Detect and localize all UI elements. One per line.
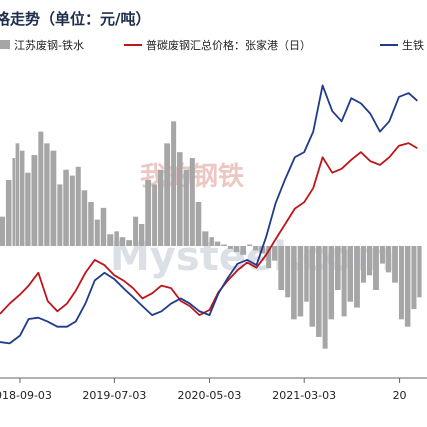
bar-36 — [221, 244, 227, 246]
bar-20 — [119, 237, 126, 246]
bar-series — [0, 121, 422, 349]
bar-27 — [164, 143, 171, 246]
bar-8 — [44, 143, 50, 246]
x-axis-ticks: 2018-09-03 2019-07-03 2020-05-03 2021-03-03… — [0, 378, 407, 402]
bar-60 — [373, 246, 379, 290]
bar-39 — [240, 246, 247, 255]
bar-63 — [392, 246, 398, 283]
bar-18 — [107, 234, 114, 246]
bar-44 — [272, 246, 278, 261]
series-line-red — [0, 142, 418, 317]
bar-58 — [360, 246, 366, 283]
bar-16 — [94, 219, 100, 246]
bar-33 — [202, 231, 209, 246]
bar-29 — [177, 152, 183, 246]
x-tick-label-0: 2018-09-03 — [0, 389, 52, 402]
bar-64 — [398, 246, 404, 320]
chart-title: 格走势（单位：元/吨） — [0, 10, 150, 28]
bar-48 — [297, 246, 304, 317]
bar-2 — [12, 158, 16, 246]
bar-4 — [19, 150, 25, 246]
bar-57 — [354, 246, 360, 308]
bar-53 — [328, 246, 335, 320]
bar-15 — [88, 202, 94, 246]
bar-25 — [152, 184, 158, 246]
bar-49 — [304, 246, 309, 302]
bar-12 — [69, 175, 75, 246]
bar-24 — [145, 180, 152, 246]
x-tick-label-1: 2019-07-03 — [82, 389, 146, 402]
legend-label-bar: 江苏废钢-铁水 — [14, 38, 84, 52]
bar-37 — [227, 246, 233, 249]
bar-28 — [171, 121, 177, 246]
bar-52 — [322, 246, 328, 349]
bar-7 — [38, 131, 44, 246]
watermark: 我的钢铁 Mysteel.com — [110, 161, 395, 280]
bar-6 — [31, 155, 38, 246]
watermark-en: Mysteel.com — [110, 234, 395, 280]
bar-23 — [139, 224, 145, 246]
bar-21 — [126, 240, 133, 246]
bar-19 — [114, 231, 119, 246]
bar-43 — [266, 246, 272, 268]
bar-67 — [417, 246, 422, 298]
bar-50 — [309, 246, 316, 327]
bar-14 — [81, 190, 88, 246]
bar-46 — [285, 246, 291, 298]
legend: 江苏废钢-铁水 普碳废钢汇总价格：张家港（日） 生铁 — [0, 38, 424, 52]
bar-22 — [133, 216, 139, 246]
bar-40 — [247, 244, 253, 246]
bar-17 — [100, 207, 107, 246]
bar-47 — [291, 246, 297, 320]
bar-56 — [347, 246, 354, 302]
bar-1 — [5, 180, 12, 246]
bar-9 — [50, 150, 57, 246]
bar-38 — [233, 246, 240, 252]
bar-26 — [158, 169, 164, 246]
x-tick-label-4: 20 — [393, 389, 407, 402]
bar-0 — [0, 216, 6, 246]
bar-41 — [253, 246, 259, 251]
bar-65 — [404, 246, 411, 327]
bar-32 — [195, 202, 202, 246]
bar-10 — [57, 184, 63, 246]
bar-11 — [63, 169, 69, 246]
bar-59 — [366, 246, 373, 276]
line-series — [0, 84, 418, 345]
bar-66 — [411, 246, 417, 310]
bar-51 — [316, 246, 322, 337]
bar-34 — [209, 237, 214, 246]
bar-3 — [15, 143, 20, 246]
bar-5 — [25, 172, 31, 246]
bar-61 — [379, 246, 385, 264]
series-line-blue — [0, 84, 418, 345]
bar-54 — [335, 246, 341, 290]
bar-35 — [214, 241, 221, 246]
bar-55 — [341, 246, 347, 317]
bar-62 — [385, 246, 392, 273]
bar-31 — [189, 158, 195, 246]
x-tick-label-2: 2020-05-03 — [177, 389, 241, 402]
bar-30 — [183, 169, 189, 246]
legend-label-blue-line: 生铁 — [402, 38, 424, 52]
legend-swatch-bar — [0, 40, 10, 49]
bar-45 — [278, 246, 285, 290]
legend-label-red-line: 普碳废钢汇总价格：张家港（日） — [146, 38, 311, 52]
bar-13 — [75, 166, 81, 246]
x-tick-label-3: 2021-03-03 — [272, 389, 336, 402]
